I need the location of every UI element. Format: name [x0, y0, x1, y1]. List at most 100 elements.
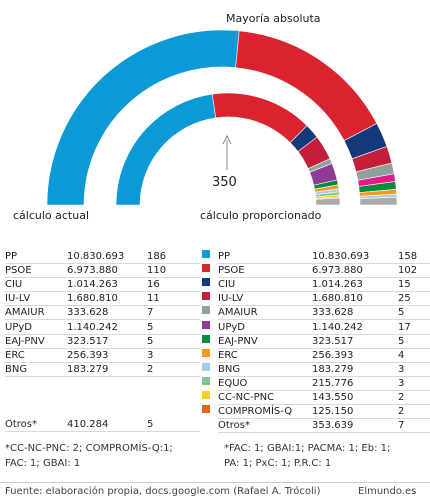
row-divider	[5, 431, 200, 432]
note-right-line2: PA: 1; PxC: 1; P.R.C: 1	[224, 458, 332, 469]
right-table-row: EAJ-PNV 323.517 5	[202, 334, 430, 348]
left-table-seats: 16	[147, 279, 160, 291]
right-table-seats: 3	[398, 363, 405, 375]
row-divider	[5, 263, 200, 264]
center-marker-arrow	[222, 134, 232, 145]
row-divider	[218, 291, 430, 293]
left-table-party: UPyD	[5, 321, 32, 333]
current-calc-label: cálculo actual	[13, 209, 90, 222]
right-table-party: UPyD	[218, 321, 245, 333]
right-table-seats: 7	[398, 420, 405, 432]
right-table-votes: 323.517	[312, 335, 354, 347]
left-table-row: IU-LV 1.680.810 11	[5, 292, 200, 305]
left-table-votes: 10.830.693	[67, 251, 125, 262]
left-table-party: CIU	[5, 279, 23, 291]
right-table-party: EQUO	[218, 377, 248, 389]
left-table-row: UPyD 1.140.242 5	[5, 321, 200, 334]
note-left-line1: *CC-NC-PNC: 2; COMPROMÍS-Q:1;	[5, 443, 173, 454]
row-divider	[218, 404, 430, 405]
actual-slice-otros-	[359, 196, 398, 206]
right-table-seats: 5	[398, 335, 405, 347]
right-table-party: PSOE	[218, 265, 245, 277]
right-table-party: ERC	[218, 349, 238, 361]
note-left-line2: FAC: 1; GBAI: 1	[5, 458, 81, 469]
right-table-party: Otros*	[218, 420, 251, 432]
left-table-party: IU-LV	[5, 293, 31, 305]
right-table-votes: 333.628	[312, 307, 354, 319]
row-divider	[218, 333, 430, 335]
right-table-row: ERC 256.393 4	[202, 348, 430, 362]
left-table-votes: 323.517	[67, 335, 109, 347]
note-right-line1: *FAC: 1; GBAI:1; PACMA: 1; Eb: 1;	[224, 443, 391, 454]
left-table-row: PP 10.830.693 186	[5, 250, 200, 263]
row-divider	[218, 305, 430, 307]
right-table-row: PP 10.830.693 158	[202, 250, 430, 263]
left-table-row: PSOE 6.973.880 110	[5, 264, 200, 277]
left-table-seats: 2	[147, 363, 154, 375]
outer-hemicycle-actual	[46, 29, 398, 206]
left-table-party: PP	[5, 251, 18, 262]
note-left: *CC-NC-PNC: 2; COMPROMÍS-Q:1; FAC: 1; GB…	[5, 441, 173, 471]
hemicycle-chart	[46, 29, 398, 206]
right-table-row: PSOE 6.973.880 102	[202, 264, 430, 277]
right-table-row: CIU 1.014.263 15	[202, 278, 430, 291]
left-table-row: BNG 183.279 2	[5, 363, 200, 376]
left-table-votes: 1.014.263	[67, 279, 118, 291]
left-table-row: ERC 256.393 3	[5, 349, 200, 362]
left-table-party: ERC	[5, 349, 25, 361]
proporcional-slice-psoe	[211, 92, 308, 144]
legend-swatch	[202, 320, 210, 329]
right-table-seats: 4	[398, 349, 405, 361]
left-table-party: Otros*	[5, 419, 38, 430]
row-divider	[5, 305, 200, 307]
table-proportional: PP 10.830.693 158 PSOE 6.973.880 102 CIU 1.014.…	[202, 250, 430, 435]
row-divider	[5, 319, 200, 321]
legend-swatch	[202, 348, 210, 357]
right-table-votes: 1.140.242	[312, 321, 363, 333]
right-table-votes: 183.279	[312, 363, 354, 375]
left-table-seats: 11	[147, 293, 160, 305]
right-table-row: CC-NC-PNC 143.550 2	[202, 391, 430, 404]
legend-swatch	[202, 334, 210, 343]
row-divider	[5, 277, 200, 279]
left-table-row: EAJ-PNV 323.517 5	[5, 335, 200, 348]
right-table-votes: 1.680.810	[312, 293, 363, 305]
right-table-party: BNG	[218, 363, 241, 375]
left-table-votes: 333.628	[67, 307, 109, 319]
right-table-seats: 15	[398, 279, 411, 291]
right-table-seats: 2	[398, 406, 405, 418]
row-divider	[218, 319, 430, 321]
left-table-party: BNG	[5, 363, 28, 375]
left-table-votes: 183.279	[67, 363, 109, 375]
right-table-party: CC-NC-PNC	[218, 392, 275, 403]
right-table-row: BNG 183.279 3	[202, 362, 430, 376]
legend-swatch	[202, 278, 210, 287]
row-divider	[218, 361, 430, 363]
right-table-votes: 125.150	[312, 406, 354, 418]
left-table-party: AMAIUR	[5, 307, 45, 319]
row-divider	[5, 291, 200, 293]
right-table-party: AMAIUR	[218, 307, 258, 319]
left-table-row: CIU 1.014.263 16	[5, 278, 200, 291]
left-table-votes: 1.680.810	[67, 293, 118, 305]
right-table-votes: 6.973.880	[312, 265, 363, 277]
row-divider	[218, 389, 430, 391]
right-table-seats: 2	[398, 392, 405, 403]
right-table-party: IU-LV	[218, 293, 244, 305]
legend-swatch	[202, 306, 210, 315]
right-table-votes: 215.776	[312, 377, 354, 389]
proporcional-slice-otros-	[315, 197, 341, 206]
inner-hemicycle-proporcional	[115, 92, 341, 206]
table-current: PP 10.830.693 186 PSOE 6.973.880 110 CIU 1.014.…	[5, 250, 200, 470]
legend-swatch	[202, 362, 210, 371]
right-table-seats: 102	[398, 265, 418, 277]
right-table-row: UPyD 1.140.242 17	[202, 320, 430, 334]
left-table-seats: 3	[147, 349, 154, 361]
right-table-votes: 353.639	[312, 420, 354, 432]
row-divider	[218, 263, 430, 264]
row-divider	[218, 277, 430, 279]
note-right: *FAC: 1; GBAI:1; PACMA: 1; Eb: 1; PA: 1;…	[224, 441, 390, 471]
left-table-party: EAJ-PNV	[5, 335, 45, 347]
brand-link[interactable]: Elmundo.es	[358, 486, 417, 497]
left-table-row: Otros* 410.284 5	[5, 418, 200, 431]
